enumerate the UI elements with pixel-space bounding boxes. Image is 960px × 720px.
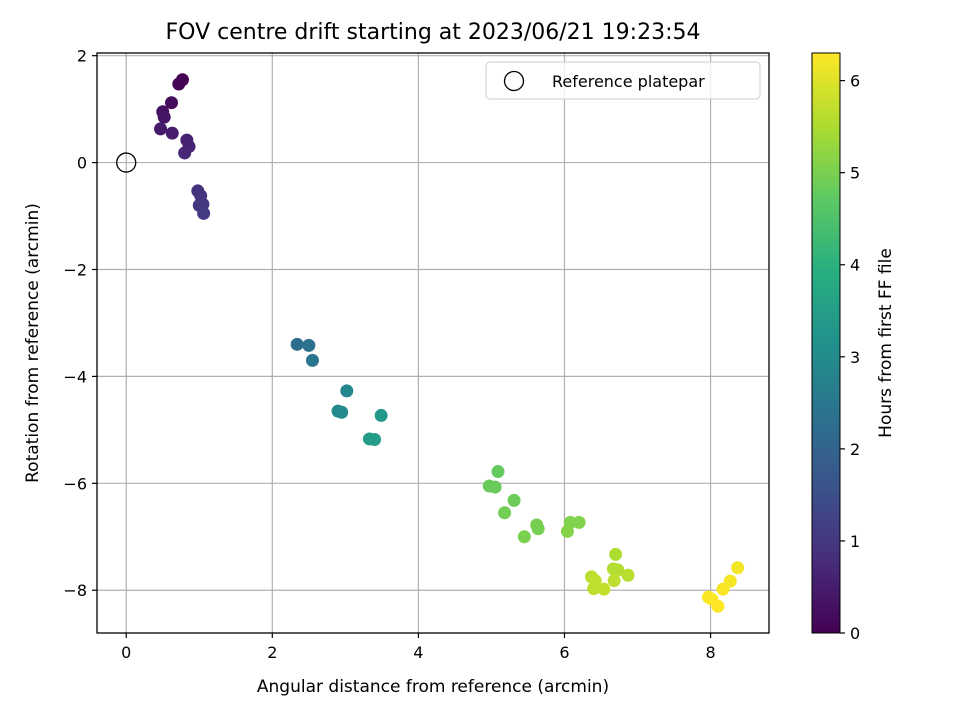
scatter-point [368, 432, 382, 446]
scatter-point [340, 384, 354, 398]
scatter-point [560, 524, 574, 538]
scatter-point [374, 408, 388, 422]
x-tick-label: 2 [267, 643, 277, 662]
scatter-point [587, 582, 601, 596]
scatter-point [335, 405, 349, 419]
colorbar-ticks: 0 1 2 3 4 5 6 [840, 72, 860, 643]
data-points [154, 73, 745, 613]
colorbar-tick-label: 6 [850, 72, 860, 91]
x-tick-label: 4 [413, 643, 423, 662]
colorbar-label: Hours from first FF file [876, 248, 896, 438]
y-axis-ticks: −8 −6 −4 −2 0 2 [63, 47, 97, 600]
y-tick-label: 0 [77, 154, 87, 173]
scatter-point [172, 77, 186, 91]
scatter-point [165, 126, 179, 140]
reference-marker-layer [116, 152, 137, 173]
colorbar-tick-label: 5 [850, 164, 860, 183]
scatter-point [572, 515, 586, 529]
scatter-point [154, 122, 168, 136]
legend-label-reference: Reference platepar [552, 72, 705, 91]
scatter-point [507, 493, 521, 507]
y-tick-label: −8 [63, 581, 87, 600]
scatter-point [305, 353, 319, 367]
colorbar-tick-label: 0 [850, 624, 860, 643]
y-tick-label: −6 [63, 474, 87, 493]
y-axis-label: Rotation from reference (arcmin) [23, 203, 43, 483]
x-axis-label: Angular distance from reference (arcmin) [257, 677, 609, 697]
legend: Reference platepar [485, 61, 761, 100]
scatter-point [517, 530, 531, 544]
plot-area-frame [96, 52, 770, 634]
scatter-point [491, 465, 505, 479]
scatter-point [716, 582, 730, 596]
scatter-point [290, 337, 304, 351]
scatter-point [178, 146, 192, 160]
colorbar-tick-label: 1 [850, 532, 860, 551]
scatter-point [165, 96, 179, 110]
scatter-point [488, 480, 502, 494]
legend-box [485, 61, 761, 100]
x-tick-label: 8 [705, 643, 715, 662]
colorbar: 0 1 2 3 4 5 6 Hours from first FF file [811, 52, 896, 643]
scatter-point [621, 568, 635, 582]
scatter-point [157, 110, 171, 124]
scatter-point [531, 522, 545, 536]
reference-platepar-marker [116, 152, 137, 173]
y-tick-label: 2 [77, 47, 87, 66]
y-tick-label: −4 [63, 367, 87, 386]
scatter-point [607, 574, 621, 588]
colorbar-tick-label: 4 [850, 256, 860, 275]
scatter-point [597, 582, 611, 596]
colorbar-gradient [811, 52, 841, 634]
colorbar-tick-label: 2 [850, 440, 860, 459]
colorbar-tick-label: 3 [850, 348, 860, 367]
legend-reference-marker [503, 70, 525, 92]
scatter-point [197, 206, 211, 220]
x-axis-ticks: 0 2 4 6 8 [121, 633, 716, 662]
scatter-point [731, 561, 745, 575]
scatter-point [611, 563, 625, 577]
x-tick-label: 6 [559, 643, 569, 662]
grid-lines [97, 53, 769, 633]
scatter-point [302, 338, 316, 352]
scatter-point [711, 599, 725, 613]
scatter-point [609, 547, 623, 561]
y-tick-label: −2 [63, 260, 87, 279]
x-tick-label: 0 [121, 643, 131, 662]
chart-title: FOV centre drift starting at 2023/06/21 … [166, 20, 701, 45]
scatter-point [498, 506, 512, 520]
